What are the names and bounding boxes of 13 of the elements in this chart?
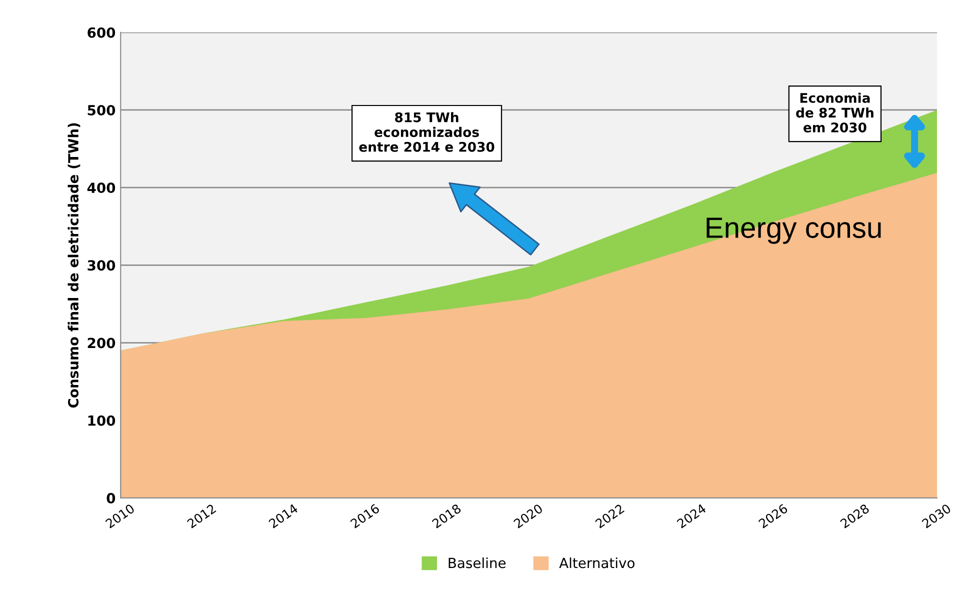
y-tick-label: 500 bbox=[88, 104, 116, 116]
annotation: 815 TWh economizados entre 2014 e 2030 bbox=[359, 112, 494, 152]
annotation: Energy consu bbox=[706, 218, 881, 244]
y-tick-label: 300 bbox=[88, 260, 116, 271]
legend-label: Alternativo bbox=[559, 557, 634, 568]
y-axis-title: Consumo final de eletricidade (TWh) bbox=[68, 123, 80, 408]
y-tick-label: 600 bbox=[88, 27, 116, 38]
annotation: Economia de 82 TWh em 2030 bbox=[796, 92, 874, 132]
y-tick-label: 200 bbox=[88, 338, 116, 348]
legend-label: Baseline bbox=[448, 557, 506, 568]
y-tick-label: 100 bbox=[88, 415, 116, 426]
y-tick-label: 0 bbox=[106, 492, 116, 504]
y-tick-label: 400 bbox=[87, 182, 116, 194]
